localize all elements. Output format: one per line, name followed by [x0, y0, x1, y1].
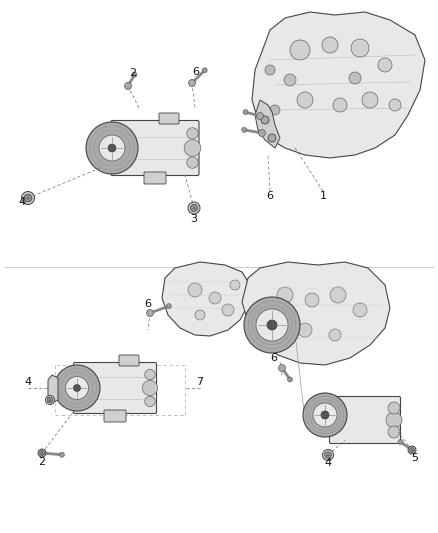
Circle shape: [145, 396, 155, 407]
Text: 2: 2: [39, 457, 46, 467]
Circle shape: [297, 92, 313, 108]
Circle shape: [54, 365, 100, 411]
Text: 6: 6: [192, 67, 199, 77]
Circle shape: [408, 446, 416, 454]
Polygon shape: [162, 262, 250, 336]
Circle shape: [287, 377, 293, 382]
Circle shape: [322, 449, 333, 461]
Circle shape: [74, 384, 81, 391]
Circle shape: [188, 79, 195, 86]
Circle shape: [386, 412, 402, 428]
Circle shape: [195, 310, 205, 320]
Circle shape: [325, 451, 331, 458]
Circle shape: [258, 130, 265, 136]
Circle shape: [222, 304, 234, 316]
Circle shape: [38, 449, 46, 457]
Text: 4: 4: [325, 458, 332, 468]
Circle shape: [47, 397, 53, 403]
Circle shape: [329, 329, 341, 341]
Polygon shape: [242, 262, 390, 365]
Circle shape: [321, 411, 329, 419]
Polygon shape: [252, 12, 425, 158]
Circle shape: [256, 309, 288, 341]
Circle shape: [202, 68, 207, 73]
Polygon shape: [48, 375, 58, 403]
Circle shape: [145, 369, 155, 380]
Circle shape: [298, 323, 312, 337]
Circle shape: [290, 40, 310, 60]
Circle shape: [333, 98, 347, 112]
Text: 6: 6: [266, 191, 273, 201]
Circle shape: [39, 450, 44, 455]
Circle shape: [166, 304, 171, 309]
Circle shape: [313, 403, 337, 427]
Circle shape: [244, 297, 300, 353]
Circle shape: [389, 99, 401, 111]
Circle shape: [388, 426, 400, 438]
Circle shape: [60, 452, 64, 457]
Circle shape: [39, 449, 46, 456]
FancyBboxPatch shape: [74, 362, 156, 414]
Circle shape: [99, 135, 125, 161]
Circle shape: [132, 72, 137, 77]
Circle shape: [187, 128, 198, 139]
Circle shape: [21, 191, 35, 205]
Text: 4: 4: [18, 197, 25, 207]
Circle shape: [243, 110, 248, 115]
Circle shape: [242, 127, 247, 132]
Circle shape: [398, 440, 403, 445]
Circle shape: [66, 376, 88, 400]
Circle shape: [188, 283, 202, 297]
Circle shape: [362, 92, 378, 108]
Polygon shape: [255, 100, 280, 148]
Text: 7: 7: [196, 377, 204, 387]
Circle shape: [284, 74, 296, 86]
FancyBboxPatch shape: [119, 355, 139, 366]
Circle shape: [305, 293, 319, 307]
FancyBboxPatch shape: [329, 397, 400, 443]
Circle shape: [388, 402, 400, 414]
Circle shape: [142, 381, 158, 395]
Circle shape: [330, 287, 346, 303]
Circle shape: [353, 303, 367, 317]
Circle shape: [270, 105, 280, 115]
FancyBboxPatch shape: [104, 410, 126, 422]
Circle shape: [209, 292, 221, 304]
Circle shape: [410, 448, 414, 453]
Text: 4: 4: [25, 377, 32, 387]
Text: 6: 6: [145, 299, 152, 309]
Circle shape: [86, 122, 138, 174]
Circle shape: [349, 72, 361, 84]
Text: 1: 1: [319, 191, 326, 201]
Text: 6: 6: [271, 353, 278, 363]
Circle shape: [303, 393, 347, 437]
Text: 5: 5: [411, 453, 418, 463]
FancyBboxPatch shape: [144, 172, 166, 184]
Circle shape: [191, 204, 198, 212]
Circle shape: [378, 58, 392, 72]
Circle shape: [187, 157, 198, 168]
FancyBboxPatch shape: [159, 113, 179, 124]
Circle shape: [261, 116, 269, 124]
Circle shape: [108, 144, 116, 152]
Circle shape: [46, 395, 54, 405]
FancyBboxPatch shape: [111, 120, 199, 175]
Circle shape: [409, 447, 416, 454]
Circle shape: [267, 320, 277, 330]
Circle shape: [277, 287, 293, 303]
Circle shape: [184, 140, 201, 156]
Circle shape: [279, 365, 286, 372]
Circle shape: [351, 39, 369, 57]
Circle shape: [257, 112, 264, 119]
Circle shape: [124, 83, 131, 90]
Circle shape: [188, 202, 200, 214]
Circle shape: [230, 280, 240, 290]
Circle shape: [268, 134, 276, 142]
Circle shape: [146, 310, 153, 317]
Text: 2: 2: [130, 68, 137, 78]
Circle shape: [265, 65, 275, 75]
Circle shape: [322, 37, 338, 53]
Circle shape: [24, 194, 32, 202]
Text: 3: 3: [191, 214, 198, 224]
